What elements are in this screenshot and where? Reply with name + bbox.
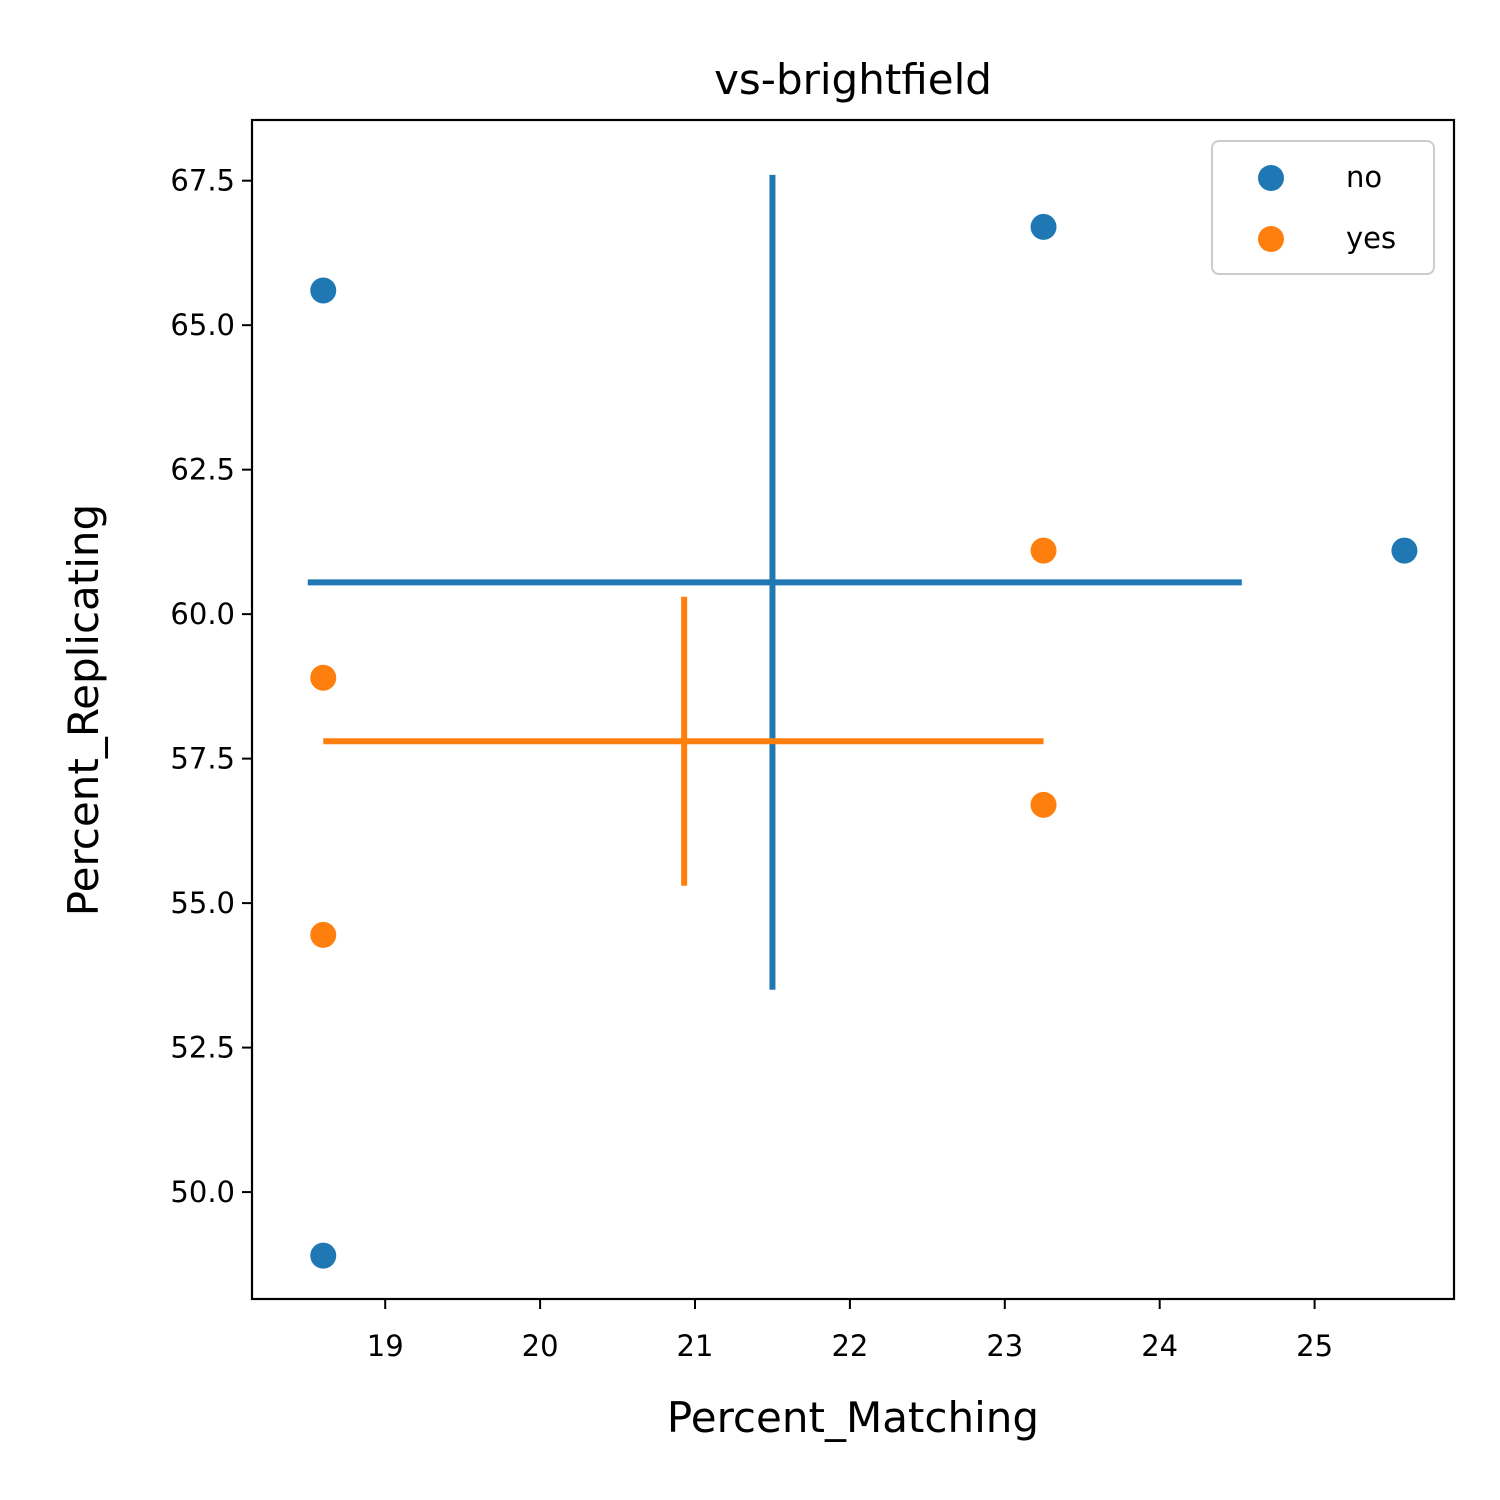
x-axis-label: Percent_Matching: [667, 1393, 1039, 1442]
point-yes-3: [310, 921, 337, 948]
legend-label-no: no: [1346, 160, 1382, 194]
plot-frame: [250, 118, 1456, 1301]
point-no-0: [310, 277, 337, 304]
x-tick-label: 19: [367, 1329, 404, 1363]
x-tick-label: 20: [522, 1329, 559, 1363]
legend-marker-yes: [1258, 226, 1284, 252]
legend: no yes: [1211, 140, 1435, 275]
y-tick-label: 50.0: [170, 1175, 235, 1209]
crosshair-lines: [307, 174, 1242, 990]
y-tick-label: 57.5: [170, 742, 235, 776]
chart-title: vs-brightfield: [714, 55, 992, 104]
y-tick-label: 67.5: [170, 164, 235, 198]
legend-marker-no: [1258, 165, 1284, 191]
point-yes-2: [1030, 791, 1057, 818]
point-no-1: [1030, 213, 1057, 240]
x-tick-label: 22: [831, 1329, 868, 1363]
scatter-points: [310, 213, 1418, 1269]
legend-label-yes: yes: [1346, 221, 1396, 255]
x-tick-label: 24: [1141, 1329, 1178, 1363]
point-yes-1: [310, 664, 337, 691]
point-yes-0: [1030, 537, 1057, 564]
x-tick-label: 23: [986, 1329, 1023, 1363]
x-tick-label: 25: [1296, 1329, 1333, 1363]
plot-area: [307, 174, 1418, 1269]
y-axis-label: Percent_Replicating: [59, 504, 108, 916]
y-axis-ticks: 50.0 52.5 55.0 57.5 60.0 62.5 65.0 67.5: [170, 164, 252, 1209]
point-no-3: [310, 1242, 337, 1269]
legend-frame: [1211, 140, 1435, 275]
y-tick-label: 55.0: [170, 886, 235, 920]
y-tick-label: 62.5: [170, 453, 235, 487]
y-tick-label: 52.5: [170, 1031, 235, 1065]
x-tick-label: 21: [677, 1329, 714, 1363]
point-no-2: [1391, 537, 1418, 564]
y-tick-label: 65.0: [170, 308, 235, 342]
x-axis-ticks: 19 20 21 22 23 24 25: [367, 1299, 1333, 1363]
y-tick-label: 60.0: [170, 597, 235, 631]
